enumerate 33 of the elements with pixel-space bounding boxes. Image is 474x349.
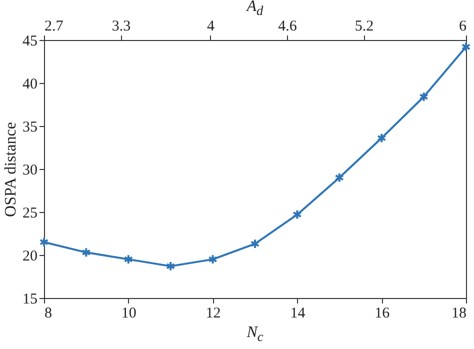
y-tick-label: 45 bbox=[22, 34, 38, 50]
point bbox=[461, 42, 471, 52]
x-tick-label: 18 bbox=[452, 306, 466, 322]
x2-tick-label: 5.2 bbox=[354, 18, 374, 34]
x2-tick-label: 2.7 bbox=[44, 18, 64, 34]
point bbox=[124, 254, 134, 264]
point bbox=[250, 238, 260, 250]
point bbox=[376, 132, 386, 144]
x2-tick-label: 3.3 bbox=[112, 18, 131, 34]
x2-tick-label: 6 bbox=[459, 18, 467, 34]
point bbox=[39, 236, 49, 248]
x2-axis-title: A$_{d}$ bbox=[246, 0, 264, 20]
point bbox=[419, 92, 428, 102]
x-axis-title: N$_{c}$ bbox=[246, 324, 264, 346]
x-tick-label: 10 bbox=[121, 306, 136, 322]
y-tick-label: 25 bbox=[22, 206, 38, 222]
y-tick-label: 40 bbox=[22, 76, 38, 92]
y-tick-label: 35 bbox=[22, 120, 38, 136]
point bbox=[292, 209, 302, 220]
x-tick-label: 8 bbox=[44, 306, 52, 322]
x-tick-label: 14 bbox=[290, 306, 306, 322]
x2-tick-label: 4.6 bbox=[278, 18, 298, 34]
x-tick-label: 16 bbox=[374, 306, 390, 322]
y-tick-label: 20 bbox=[22, 248, 38, 264]
x2-tick-label: 4 bbox=[206, 18, 215, 34]
y-tick-label: 15 bbox=[22, 292, 38, 308]
point bbox=[334, 172, 344, 183]
y-tick-label: 30 bbox=[22, 162, 38, 178]
x-tick-label: 12 bbox=[206, 306, 221, 322]
point bbox=[166, 260, 176, 272]
point bbox=[82, 247, 91, 258]
y-axis-title: OSPA distance bbox=[2, 122, 20, 217]
point bbox=[208, 254, 218, 264]
